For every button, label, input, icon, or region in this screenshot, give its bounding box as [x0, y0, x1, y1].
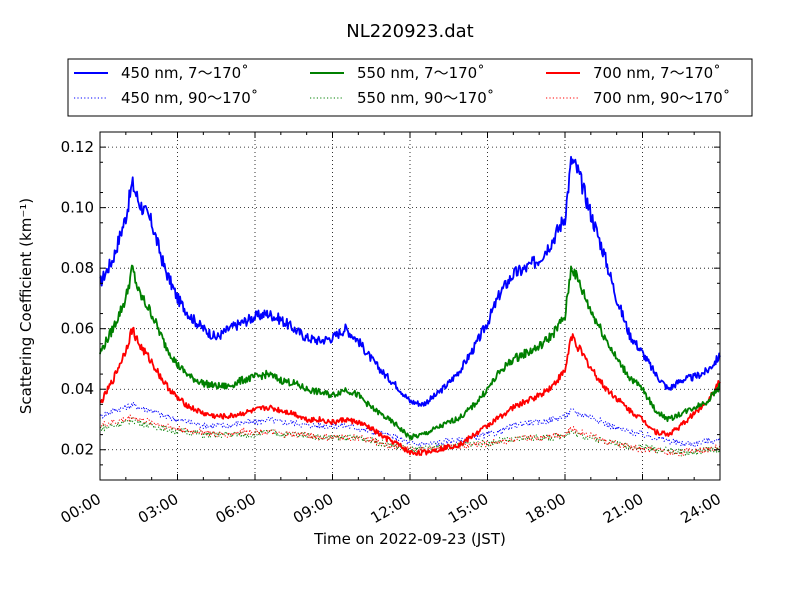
legend-label: 550 nm, 90～170˚	[357, 89, 494, 107]
x-tick-label: 18:00	[523, 490, 569, 527]
x-tick-label: 00:00	[58, 490, 104, 527]
x-tick-label: 12:00	[368, 490, 414, 527]
series-line	[99, 416, 721, 457]
legend-label: 450 nm, 90～170˚	[121, 89, 258, 107]
legend: 450 nm, 7～170˚ 450 nm, 90～170˚ 550 nm, 7～1…	[67, 58, 753, 117]
x-tick-label: 09:00	[290, 490, 336, 527]
y-tick-label: 0.04	[61, 380, 94, 398]
y-axis-label: Scattering Coefficient (km⁻¹)	[17, 198, 35, 414]
x-tick-label: 06:00	[213, 490, 259, 527]
y-tick-label: 0.10	[61, 199, 94, 217]
series-layer	[99, 155, 721, 457]
series-line	[99, 264, 721, 441]
legend-label: 450 nm, 7～170˚	[121, 64, 249, 82]
legend-label: 700 nm, 7～170˚	[593, 64, 721, 82]
chart-title: NL220923.dat	[346, 21, 473, 42]
legend-label: 550 nm, 7～170˚	[357, 64, 485, 82]
grid	[100, 132, 720, 480]
legend-label: 700 nm, 90～170˚	[593, 89, 730, 107]
x-tick-label: 24:00	[678, 490, 724, 527]
y-tick-label: 0.08	[61, 259, 94, 277]
series-line	[99, 326, 721, 456]
y-tick-label: 0.12	[61, 138, 94, 156]
series-line	[99, 155, 721, 407]
x-axis-label: Time on 2022-09-23 (JST)	[313, 530, 506, 548]
legend-frame	[67, 58, 753, 117]
x-tick-label: 15:00	[445, 490, 491, 527]
x-tick-label: 03:00	[135, 490, 181, 527]
series-line	[99, 401, 721, 448]
x-tick-label: 21:00	[600, 490, 646, 527]
y-tick-label: 0.06	[61, 320, 94, 338]
y-tick-label: 0.02	[61, 441, 94, 459]
